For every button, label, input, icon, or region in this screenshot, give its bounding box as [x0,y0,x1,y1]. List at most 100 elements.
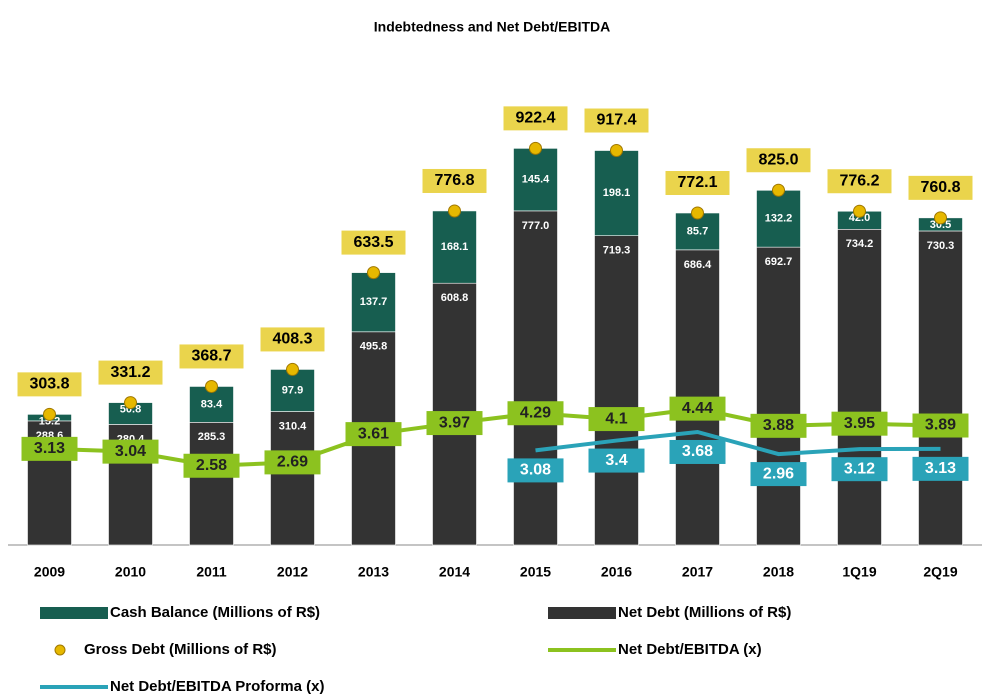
line-label: 4.1 [605,410,627,427]
marker-label: 772.1 [677,174,717,191]
label-box [912,413,969,438]
marker [43,407,56,421]
marker [934,211,947,225]
label-box [588,407,645,432]
marker-label: 776.2 [839,172,879,189]
legend-swatch [548,607,616,619]
label-box [422,168,487,193]
bar-label: 145.4 [522,174,550,186]
bar-label: 42.0 [849,212,870,224]
label-box [98,360,163,385]
bar-segment [837,228,882,546]
bar-label: 495.8 [360,341,388,353]
line-label: 3.61 [358,425,389,442]
label-box [584,108,649,133]
bar-segment [189,422,234,546]
bar-label: 168.1 [441,241,469,253]
line-label: 2.69 [277,454,308,471]
label-box [179,344,244,369]
bar-label: 83.4 [201,398,223,410]
label-box [669,439,726,464]
bar-segment [270,369,315,412]
bar-label: 285.3 [198,431,226,443]
line-label: 3.08 [520,462,551,479]
label-box [183,453,240,478]
bar-segment [594,235,639,546]
bar-segment [432,210,477,284]
x-tick-label: 2015 [520,564,551,580]
marker-label: 633.5 [353,234,393,251]
marker-label: 922.4 [515,110,555,127]
line-label: 3.95 [844,415,875,432]
legend-label: Cash Balance (Millions of R$) [110,604,320,621]
marker [691,206,704,220]
marker [367,266,380,280]
bar-label: 730.3 [927,240,955,252]
label-box [17,372,82,397]
bar-label: 30.5 [930,219,951,231]
marker-label: 776.8 [434,172,474,189]
legend-label: Net Debt/EBITDA Proforma (x) [110,678,324,695]
line-label: 3.68 [682,443,713,460]
line [535,429,941,457]
line-label: 4.44 [682,400,713,417]
x-tick-label: 1Q19 [842,564,876,580]
bar-segment [270,411,315,546]
label-box [507,401,564,426]
label-box [831,457,888,482]
marker-label: 368.7 [191,348,231,365]
marker [205,379,218,393]
label-box [507,458,564,483]
line-label: 4.29 [520,404,551,421]
bar-label: 608.8 [441,292,469,304]
label-box [102,439,159,464]
line-label: 3.88 [763,417,794,434]
label-box [260,327,325,352]
label-box [827,169,892,194]
legend-label: Net Debt (Millions of R$) [618,604,791,621]
line-label: 3.04 [115,443,146,460]
x-tick-label: 2014 [439,564,470,580]
legend-swatch [40,607,108,619]
label-box [908,175,973,200]
marker [853,204,866,218]
legend-label: Net Debt/EBITDA (x) [618,641,762,658]
marker-label: 917.4 [596,112,636,129]
line [49,406,941,468]
line-label: 2.96 [763,465,794,482]
marker-label: 331.2 [110,364,150,381]
bar-label: 777.0 [522,220,550,232]
bar-label: 719.3 [603,245,631,257]
marker-label: 825.0 [758,151,798,168]
bar-label: 85.7 [687,225,708,237]
line-label: 3.12 [844,460,875,477]
x-tick-label: 2012 [277,564,308,580]
label-box [21,436,78,461]
legend-label: Gross Debt (Millions of R$) [84,641,277,658]
label-box [588,448,645,473]
line-label: 3.13 [34,440,65,457]
marker [286,362,299,376]
legend-swatch [54,644,66,656]
bar-label: 198.1 [603,187,631,199]
x-tick-label: 2016 [601,564,632,580]
bar-segment [513,210,558,546]
line-label: 2.58 [196,457,227,474]
bar-label: 137.7 [360,296,388,308]
bar-segment [351,272,396,333]
bar-label: 97.9 [282,384,303,396]
bar-label: 310.4 [279,420,307,432]
label-box [669,396,726,421]
x-tick-label: 2013 [358,564,389,580]
bar-label: 132.2 [765,213,793,225]
marker [448,204,461,218]
bar-label: 734.2 [846,238,874,250]
marker-label: 408.3 [272,331,312,348]
line-label: 3.13 [925,460,956,477]
label-box [665,170,730,195]
x-tick-label: 2018 [763,564,794,580]
label-box [831,411,888,436]
label-box [912,456,969,481]
x-tick-label: 2009 [34,564,65,580]
